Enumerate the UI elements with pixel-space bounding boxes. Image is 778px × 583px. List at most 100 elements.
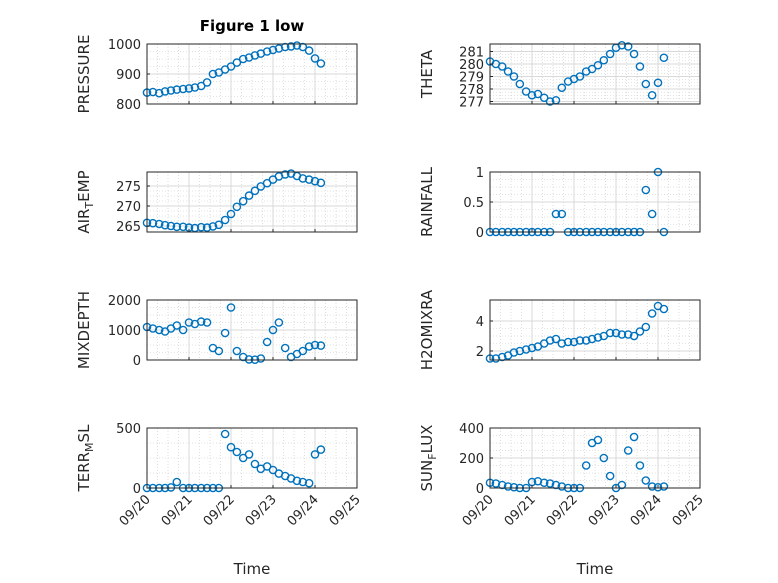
data-point xyxy=(280,170,290,179)
data-point xyxy=(178,325,188,335)
y-tick-label: 400 xyxy=(459,422,484,437)
data-point xyxy=(641,79,651,89)
data-point xyxy=(629,331,639,341)
y-tick-label: 0 xyxy=(133,354,141,369)
data-point xyxy=(220,429,230,439)
data-point xyxy=(521,345,531,354)
y-tick-label: 800 xyxy=(116,98,141,113)
data-point xyxy=(292,41,302,50)
data-point xyxy=(244,355,254,364)
data-point xyxy=(503,482,513,491)
data-point xyxy=(226,62,236,71)
data-point xyxy=(629,432,639,442)
figure-title: Figure 1 low xyxy=(200,17,305,35)
data-point xyxy=(647,482,657,491)
y-tick-label: 200 xyxy=(459,452,484,467)
data-point xyxy=(244,191,254,200)
data-point xyxy=(563,337,573,347)
data-point xyxy=(545,479,555,488)
data-point xyxy=(196,317,206,326)
data-point xyxy=(160,87,170,96)
data-point xyxy=(172,222,182,232)
data-point xyxy=(214,346,224,356)
y-tick-label: 2 xyxy=(476,345,484,360)
data-point xyxy=(250,186,260,196)
data-point xyxy=(509,348,519,357)
data-point xyxy=(304,175,314,184)
data-point xyxy=(310,176,320,186)
data-point xyxy=(226,442,236,452)
data-point xyxy=(557,83,567,93)
data-point xyxy=(635,62,645,71)
data-point xyxy=(244,450,254,459)
data-point xyxy=(172,321,182,330)
data-point xyxy=(623,446,633,455)
data-point xyxy=(298,174,308,183)
y-tick-label: 0 xyxy=(476,226,484,241)
data-point xyxy=(202,78,212,87)
subplot-h2omixra: 2 4 H2OMIXRA xyxy=(418,289,701,370)
y-tick-label: 278 xyxy=(459,83,484,98)
data-point xyxy=(178,84,188,94)
y-tick-label: 4 xyxy=(476,315,484,330)
x-axis-label-left: Time xyxy=(233,560,271,578)
data-point xyxy=(533,89,543,99)
data-point xyxy=(623,42,633,51)
data-point xyxy=(527,90,537,100)
axes-frame xyxy=(146,171,358,233)
y-axis-label: H2OMIXRA xyxy=(418,289,436,370)
y-axis-label: THETA xyxy=(418,49,436,99)
data-point xyxy=(226,209,236,219)
data-point xyxy=(268,45,278,55)
data-point xyxy=(184,318,194,327)
data-point xyxy=(298,477,308,487)
y-tick-label: 0 xyxy=(476,482,484,497)
data-point xyxy=(545,336,555,345)
y-axis-label: AIRTEMP xyxy=(75,170,96,233)
data-point xyxy=(503,67,513,76)
data-point xyxy=(316,59,326,68)
data-point xyxy=(605,328,615,338)
data-point xyxy=(310,340,320,350)
data-point xyxy=(220,328,230,338)
data-point xyxy=(587,64,597,74)
data-point xyxy=(274,318,284,327)
data-point xyxy=(208,222,218,231)
data-point xyxy=(304,46,314,55)
data-point xyxy=(557,209,567,219)
data-point xyxy=(298,346,308,356)
y-tick-label: 0.5 xyxy=(463,196,484,211)
data-point xyxy=(166,483,176,492)
data-point xyxy=(641,322,651,332)
data-point xyxy=(154,88,164,98)
data-point xyxy=(497,352,507,362)
data-point xyxy=(509,72,519,81)
data-point xyxy=(262,47,272,56)
data-point xyxy=(160,220,170,230)
data-point xyxy=(641,476,651,485)
data-point xyxy=(599,453,609,463)
y-tick-label: 279 xyxy=(459,71,484,86)
data-point xyxy=(310,450,320,459)
y-tick-label: 500 xyxy=(116,422,141,437)
data-point xyxy=(286,42,296,51)
data-point xyxy=(310,54,320,63)
data-point xyxy=(497,480,507,490)
y-axis-label: SUNFLUX xyxy=(418,425,439,492)
data-point xyxy=(551,209,561,219)
data-point xyxy=(232,447,242,457)
data-point xyxy=(196,222,206,232)
data-point xyxy=(256,354,266,363)
subplot-rainfall: 0 0.5 1 RAINFALL xyxy=(418,166,701,241)
data-point xyxy=(232,58,242,67)
data-point xyxy=(647,209,657,219)
data-point xyxy=(280,42,290,52)
data-point xyxy=(515,79,525,89)
data-point xyxy=(238,54,248,64)
data-point xyxy=(659,482,669,491)
data-point xyxy=(581,461,591,470)
data-point xyxy=(617,330,627,339)
data-point xyxy=(280,343,290,353)
